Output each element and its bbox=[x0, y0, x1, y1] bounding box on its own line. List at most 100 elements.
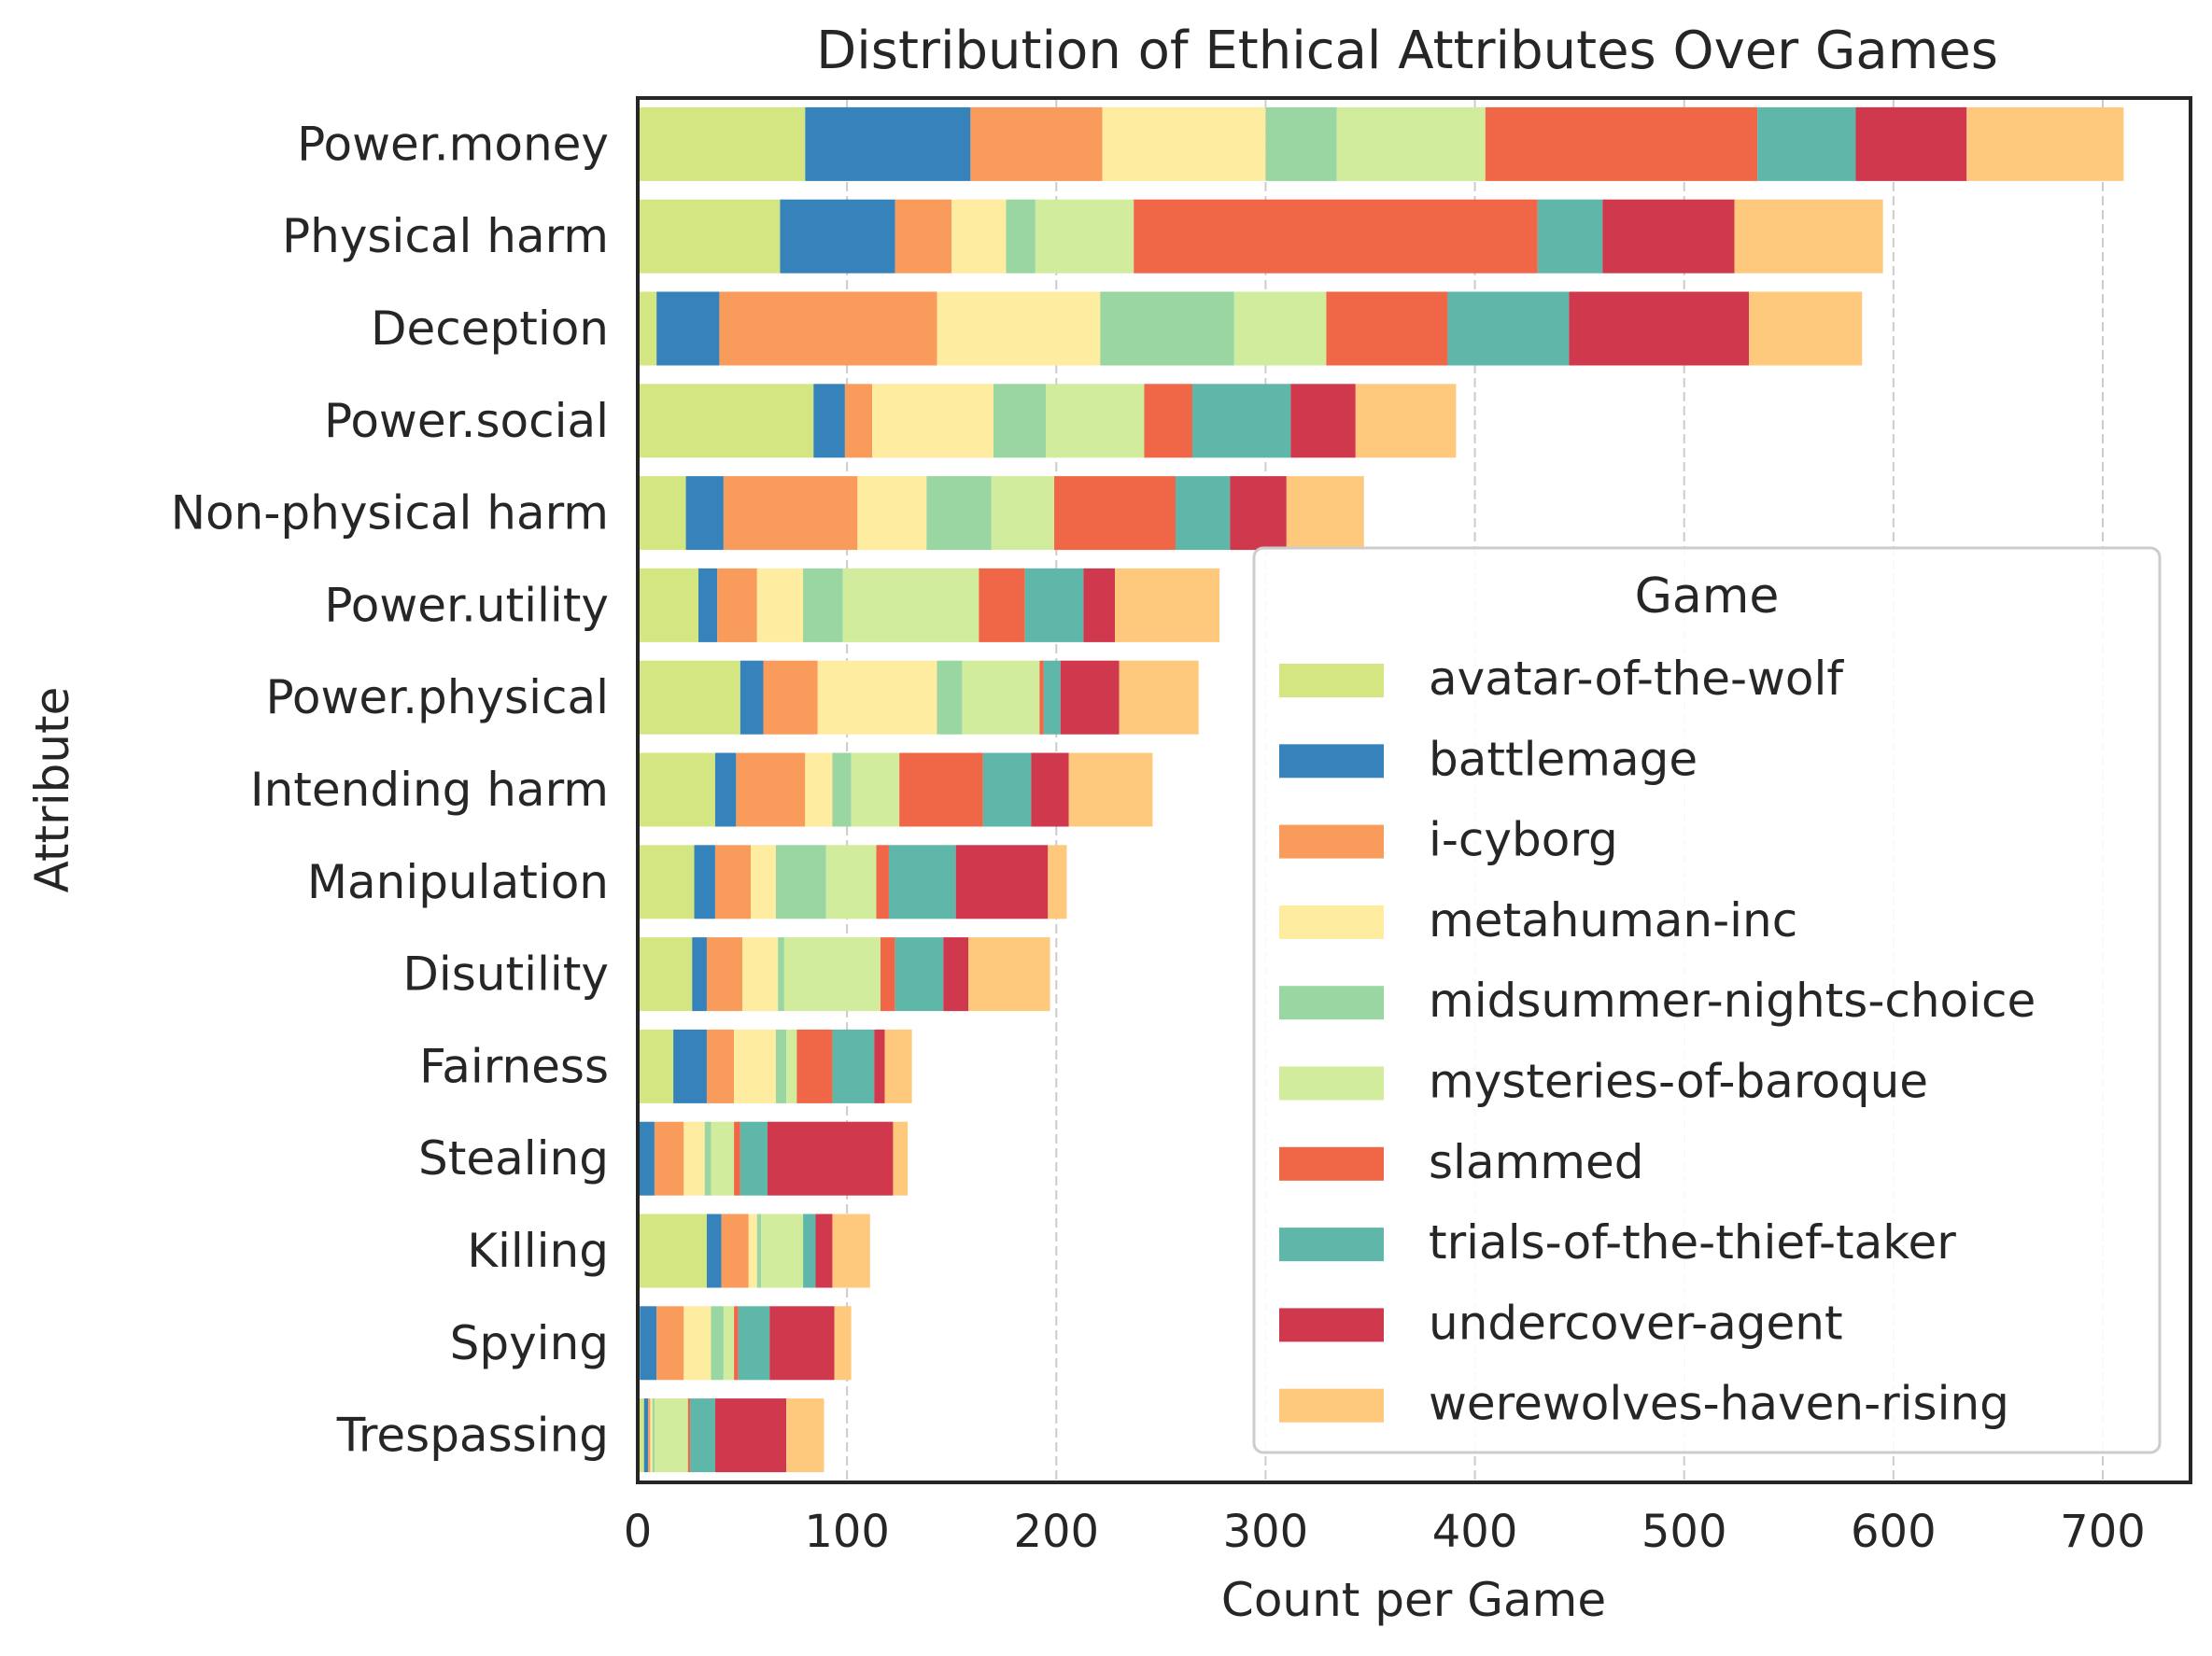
bar-segment-3-9 bbox=[1355, 384, 1457, 458]
x-tick-label-300: 300 bbox=[1223, 1506, 1309, 1558]
bar-segment-14-2 bbox=[648, 1398, 651, 1473]
legend-title: Game bbox=[1635, 568, 1780, 625]
legend-label-9: werewolves-haven-rising bbox=[1429, 1377, 2009, 1431]
bar-segment-8-2 bbox=[714, 845, 752, 919]
x-tick-label-400: 400 bbox=[1432, 1506, 1518, 1558]
bar-segment-13-9 bbox=[834, 1306, 852, 1381]
bar-segment-2-9 bbox=[1749, 291, 1863, 366]
bar-segment-10-1 bbox=[673, 1029, 707, 1103]
bar-segment-6-8 bbox=[1060, 660, 1120, 735]
bar-segment-7-7 bbox=[982, 752, 1032, 827]
bar-segment-1-2 bbox=[895, 199, 952, 274]
y-tick-label-9: Disutility bbox=[402, 947, 609, 1002]
bar-segment-4-8 bbox=[1230, 476, 1287, 551]
bar-segment-5-5 bbox=[842, 568, 979, 642]
bar-segment-1-8 bbox=[1602, 199, 1735, 274]
bar-segment-3-2 bbox=[844, 384, 873, 458]
bar-segment-8-9 bbox=[1048, 845, 1067, 919]
bar-segment-2-5 bbox=[1233, 291, 1327, 366]
x-tick-label-0: 0 bbox=[624, 1506, 653, 1558]
bar-segment-4-2 bbox=[723, 476, 858, 551]
bar-segment-12-9 bbox=[832, 1214, 870, 1288]
bar-segment-6-1 bbox=[740, 660, 764, 735]
legend-swatch-7 bbox=[1279, 1228, 1384, 1262]
y-tick-label-0: Power.money bbox=[297, 117, 609, 171]
bar-segment-0-0 bbox=[638, 106, 806, 181]
bar-segment-7-0 bbox=[638, 752, 715, 827]
bar-segment-8-0 bbox=[638, 845, 695, 919]
bar-segment-5-8 bbox=[1083, 568, 1116, 642]
bar-segment-11-7 bbox=[740, 1121, 768, 1196]
bar-segment-11-6 bbox=[734, 1121, 740, 1196]
bar-segment-10-9 bbox=[884, 1029, 912, 1103]
bar-segment-2-0 bbox=[638, 291, 657, 366]
x-axis-label: Count per Game bbox=[1221, 1573, 1606, 1627]
bar-segment-6-4 bbox=[937, 660, 963, 735]
y-tick-label-13: Spying bbox=[450, 1316, 609, 1370]
y-tick-label-5: Power.utility bbox=[324, 578, 609, 632]
bar-segment-5-7 bbox=[1024, 568, 1084, 642]
legend-label-7: trials-of-the-thief-taker bbox=[1429, 1215, 1956, 1270]
bar-segment-3-6 bbox=[1144, 384, 1192, 458]
legend-label-4: midsummer-nights-choice bbox=[1429, 974, 2036, 1028]
bar-segment-14-0 bbox=[638, 1398, 644, 1473]
bar-segment-10-0 bbox=[638, 1029, 674, 1103]
legend: Game avatar-of-the-wolf battlemage i-cybor… bbox=[1252, 546, 2162, 1454]
bar-segment-13-6 bbox=[734, 1306, 739, 1381]
bar-segment-2-4 bbox=[1100, 291, 1234, 366]
bar-segment-8-8 bbox=[955, 845, 1049, 919]
bar-segment-8-5 bbox=[825, 845, 877, 919]
bar-segment-3-1 bbox=[813, 384, 845, 458]
bar-segment-8-6 bbox=[876, 845, 889, 919]
legend-swatch-4 bbox=[1279, 986, 1384, 1020]
bar-segment-14-6 bbox=[687, 1398, 691, 1473]
legend-swatch-6 bbox=[1279, 1146, 1384, 1181]
bar-segment-2-6 bbox=[1326, 291, 1448, 366]
bar-segment-12-4 bbox=[756, 1214, 762, 1288]
bar-segment-10-5 bbox=[786, 1029, 797, 1103]
bar-segment-6-9 bbox=[1119, 660, 1199, 735]
y-tick-label-6: Power.physical bbox=[266, 670, 609, 724]
bar-segment-14-4 bbox=[652, 1398, 655, 1473]
x-tick-label-200: 200 bbox=[1013, 1506, 1099, 1558]
bar-segment-12-3 bbox=[748, 1214, 757, 1288]
y-tick-label-4: Non-physical harm bbox=[171, 486, 609, 540]
bar-segment-11-2 bbox=[654, 1121, 684, 1196]
bar-segment-1-5 bbox=[1035, 199, 1134, 274]
bar-segment-1-3 bbox=[951, 199, 1007, 274]
x-tick-labels: 0 100 200 300 400 500 600 700 bbox=[624, 1506, 2146, 1558]
bar-segment-0-3 bbox=[1102, 106, 1266, 181]
bar-segment-11-8 bbox=[767, 1121, 894, 1196]
bars bbox=[638, 106, 2124, 1473]
bar-segment-9-1 bbox=[692, 937, 707, 1012]
bar-segment-11-1 bbox=[638, 1121, 655, 1196]
legend-label-5: mysteries-of-baroque bbox=[1429, 1055, 1928, 1109]
bar-segment-6-7 bbox=[1043, 660, 1061, 735]
legend-label-6: slammed bbox=[1429, 1135, 1644, 1189]
y-tick-labels: Power.money Physical harm Deception Power.s… bbox=[171, 117, 609, 1462]
bar-segment-5-0 bbox=[638, 568, 699, 642]
bar-segment-4-4 bbox=[926, 476, 992, 551]
bar-segment-5-1 bbox=[698, 568, 718, 642]
bar-segment-4-7 bbox=[1176, 476, 1231, 551]
bar-segment-14-8 bbox=[714, 1398, 787, 1473]
bar-segment-6-5 bbox=[962, 660, 1040, 735]
bar-segment-3-4 bbox=[993, 384, 1047, 458]
bar-segment-8-3 bbox=[751, 845, 776, 919]
bar-segment-11-4 bbox=[704, 1121, 712, 1196]
bar-segment-0-5 bbox=[1336, 106, 1486, 181]
bar-segment-2-7 bbox=[1447, 291, 1570, 366]
bar-segment-14-9 bbox=[786, 1398, 824, 1473]
bar-segment-4-5 bbox=[991, 476, 1055, 551]
legend-frame bbox=[1252, 546, 2162, 1454]
bar-segment-1-7 bbox=[1537, 199, 1603, 274]
plot-frame bbox=[636, 96, 2192, 1484]
bar-segment-5-3 bbox=[756, 568, 804, 642]
bar-segment-7-3 bbox=[805, 752, 833, 827]
bar-segment-10-6 bbox=[796, 1029, 833, 1103]
bar-segment-10-3 bbox=[734, 1029, 776, 1103]
bar-segment-0-8 bbox=[1855, 106, 1967, 181]
bar-segment-0-1 bbox=[805, 106, 971, 181]
bar-segment-3-8 bbox=[1290, 384, 1356, 458]
